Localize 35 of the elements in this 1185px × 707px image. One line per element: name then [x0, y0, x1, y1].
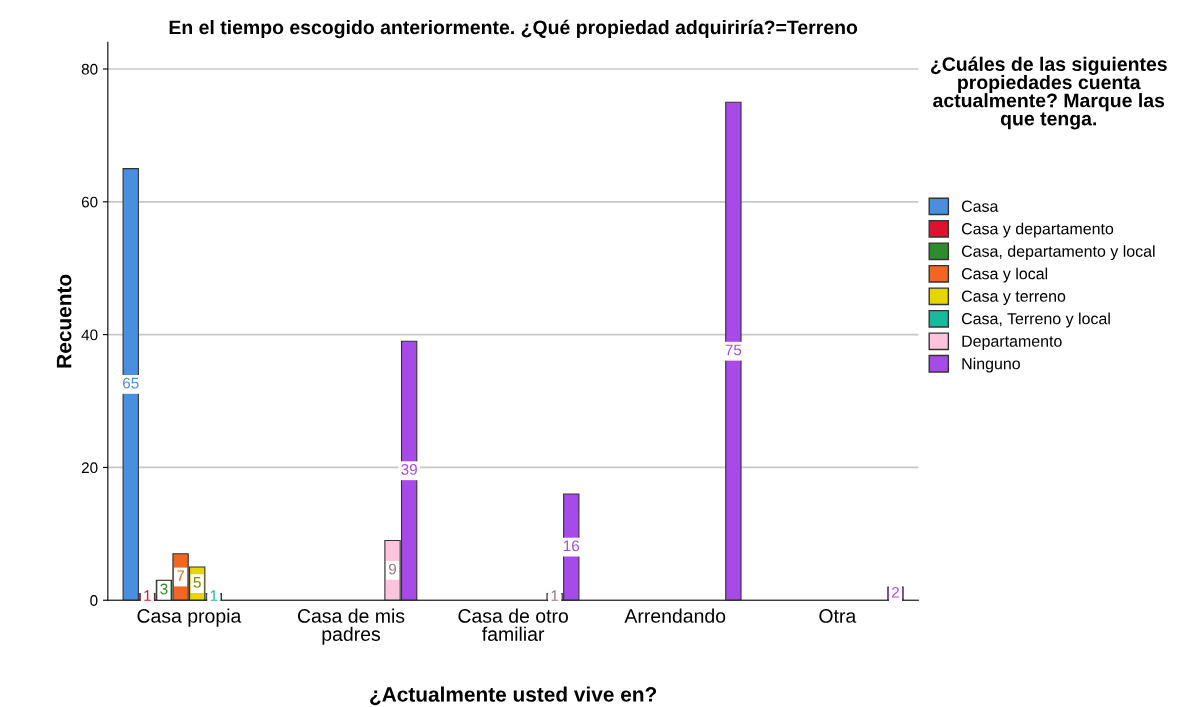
chart-title: En el tiempo escogido anteriormente. ¿Qué propiedad adquiriría?=Terreno [169, 19, 858, 39]
data-label: 3 [160, 583, 168, 595]
y-tick-label: 60 [81, 196, 98, 208]
y-tick-label: 20 [81, 462, 98, 474]
x-tick-label: Casa propia [137, 608, 242, 627]
data-label: 75 [725, 344, 742, 356]
data-label: 1 [551, 590, 559, 601]
legend-label: Departamento [962, 335, 1062, 350]
data-label: 5 [193, 577, 201, 588]
data-label: 9 [389, 563, 397, 575]
y-axis-title: Recuento [56, 274, 72, 368]
data-label: 2 [892, 586, 899, 598]
legend-label: Casa, departamento y local [961, 245, 1155, 261]
y-tick-label: 40 [81, 329, 98, 341]
data-label: 1 [144, 590, 151, 601]
x-tick-label: Casa de mis padres [297, 608, 405, 645]
legend-label: Ninguno [962, 357, 1020, 373]
data-label: 1 [210, 590, 218, 601]
y-tick-label: 0 [90, 595, 98, 606]
x-tick-label: Arrendando [624, 608, 726, 623]
data-label: 7 [177, 570, 185, 581]
y-tick-label: 80 [81, 63, 98, 75]
legend-title: ¿Cuáles de las siguientes propiedades cuenta actualmente? Marque las que tenga. [930, 56, 1167, 130]
legend-label: Casa y terreno [961, 290, 1066, 306]
bar [725, 101, 742, 601]
data-label: 65 [123, 377, 139, 389]
legend-label: Casa [961, 200, 999, 212]
x-axis-title: ¿Actualmente usted vive en? [370, 686, 657, 706]
x-tick-label: Casa de otro familiar [458, 608, 568, 641]
data-label: 39 [401, 464, 417, 475]
legend-label: Casa y departamento [961, 222, 1114, 238]
data-label: 16 [563, 540, 580, 552]
legend-label: Casa y local [961, 267, 1048, 283]
x-tick-label: Otra [819, 609, 857, 623]
legend-label: Casa, Terreno y local [961, 312, 1110, 328]
